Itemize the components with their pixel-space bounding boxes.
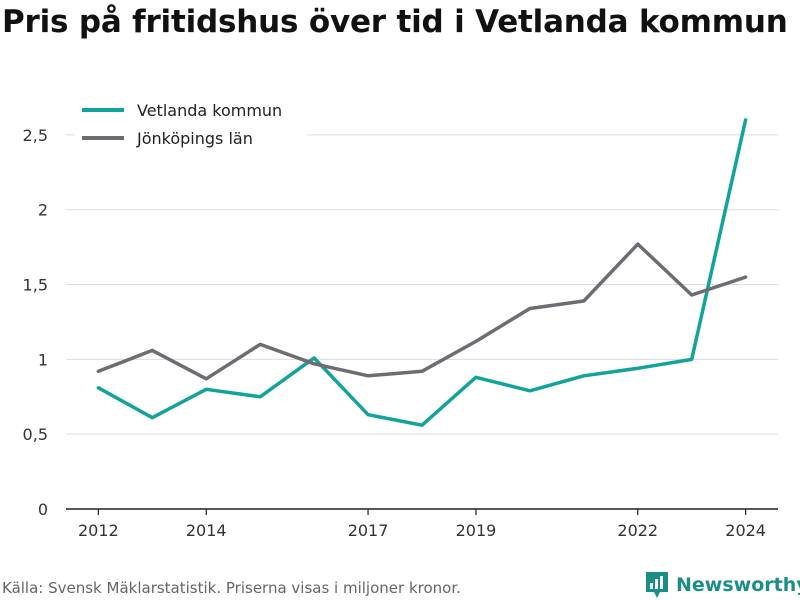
legend-label: Jönköpings län (136, 129, 253, 148)
x-tick-label: 2012 (78, 521, 119, 540)
x-tick-label: 2017 (348, 521, 389, 540)
brand-logo: Newsworthy (644, 570, 800, 600)
legend-background (75, 94, 307, 152)
x-axis: 2012 2014 2017 2019 2022 2024 (66, 508, 778, 540)
legend-label: Vetlanda kommun (137, 101, 282, 120)
gridlines (66, 134, 778, 435)
legend: Vetlanda kommun Jönköpings län (75, 94, 307, 152)
newsworthy-logo-icon (646, 572, 668, 598)
x-tick-label: 2024 (725, 521, 766, 540)
chart-title: Pris på fritidshus över tid i Vetlanda k… (2, 4, 788, 40)
series-line (96, 242, 748, 381)
y-tick-label: 0,5 (23, 425, 48, 444)
y-tick-label: 1,5 (23, 276, 48, 295)
series-line (96, 118, 748, 427)
x-tick-label: 2022 (617, 521, 658, 540)
y-tick-label: 1 (38, 350, 48, 369)
x-tick-label: 2014 (186, 521, 227, 540)
y-tick-label: 0 (38, 500, 48, 519)
y-axis-tick-labels: 0 0,5 1 1,5 2 2,5 (23, 126, 48, 519)
brand-name: Newsworthy (676, 574, 800, 596)
y-tick-label: 2,5 (23, 126, 48, 145)
y-tick-label: 2 (38, 201, 48, 220)
x-tick-label: 2019 (456, 521, 497, 540)
series-lines (96, 118, 748, 427)
source-note: Källa: Svensk Mäklarstatistik. Priserna … (2, 579, 461, 597)
